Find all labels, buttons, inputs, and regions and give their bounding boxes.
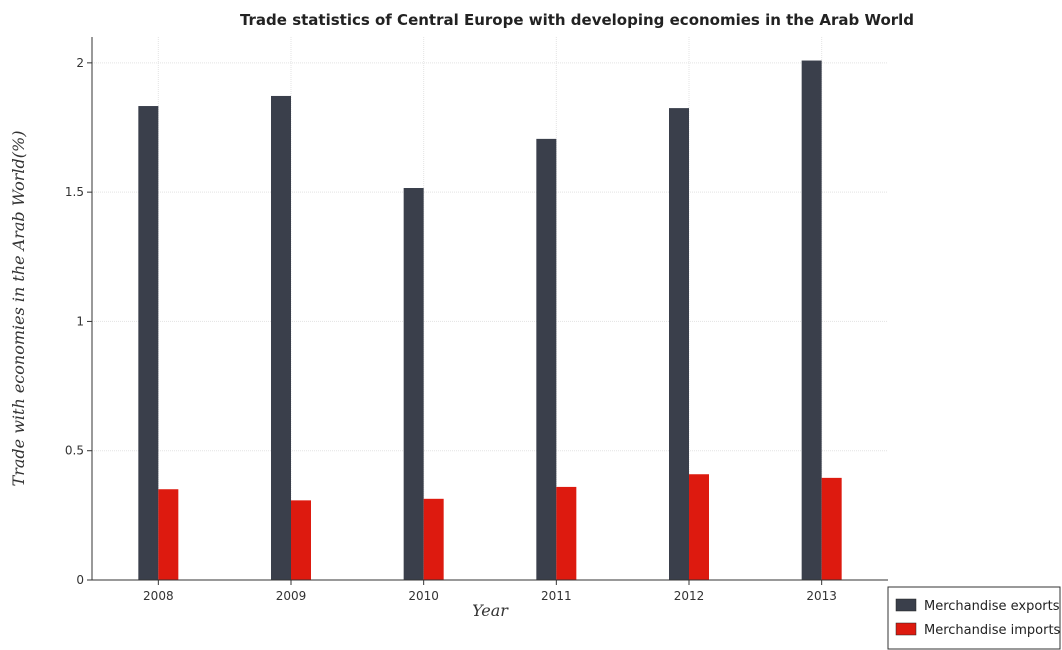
y-tick-label: 2	[76, 56, 84, 70]
legend: Merchandise exports Merchandise imports	[887, 586, 1061, 650]
legend-box	[887, 586, 1061, 650]
y-tick-label: 1	[76, 314, 84, 328]
x-axis-label: Year	[472, 601, 509, 620]
y-tick-label: 0	[76, 573, 84, 587]
x-tick-label: 2008	[143, 589, 174, 603]
tick-labels: 0 0.5 1 1.5 2 2008 2009 2010 2011 2012 2013	[65, 56, 837, 603]
x-tick-label: 2013	[806, 589, 837, 603]
x-tick-label: 2009	[276, 589, 307, 603]
x-tick-label: 2012	[674, 589, 705, 603]
bar-exports-2012	[669, 108, 689, 580]
bar-imports-2008	[158, 489, 179, 580]
y-tick-label: 1.5	[65, 185, 84, 199]
plot-area: 0 0.5 1 1.5 2 2008 2009 2010 2011 2012 2013	[65, 37, 888, 603]
bar-exports-2011	[536, 138, 557, 580]
x-tick-label: 2010	[408, 589, 439, 603]
legend-label-exports: Merchandise exports	[924, 599, 1060, 614]
legend-label-imports: Merchandise imports	[924, 623, 1061, 638]
x-tick-label: 2011	[541, 589, 572, 603]
legend-swatch-exports	[895, 598, 917, 612]
bars	[138, 60, 842, 580]
bar-imports-2009	[291, 500, 311, 580]
bar-exports-2010	[403, 188, 424, 580]
chart-title: Trade statistics of Central Europe with …	[240, 11, 914, 29]
legend-swatch-imports	[895, 622, 917, 636]
axes	[91, 37, 888, 581]
plot-background	[92, 37, 888, 580]
y-tick-label: 0.5	[65, 444, 84, 458]
y-axis-label: Trade with economies in the Arab World(%…	[9, 131, 28, 487]
bar-imports-2012	[689, 474, 709, 580]
bar-exports-2009	[271, 95, 291, 580]
bar-exports-2008	[138, 106, 159, 580]
bar-imports-2013	[821, 477, 842, 580]
bar-imports-2011	[556, 486, 577, 580]
bar-exports-2013	[801, 60, 822, 580]
bar-imports-2010	[423, 498, 444, 580]
